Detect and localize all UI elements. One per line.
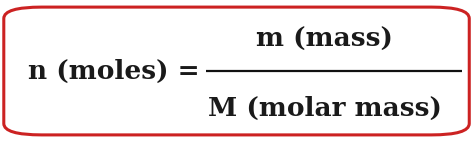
Text: M (molar mass): M (molar mass) bbox=[208, 95, 442, 120]
Text: m (mass): m (mass) bbox=[256, 27, 393, 52]
Text: n (moles) =: n (moles) = bbox=[28, 59, 200, 83]
FancyBboxPatch shape bbox=[4, 7, 469, 135]
